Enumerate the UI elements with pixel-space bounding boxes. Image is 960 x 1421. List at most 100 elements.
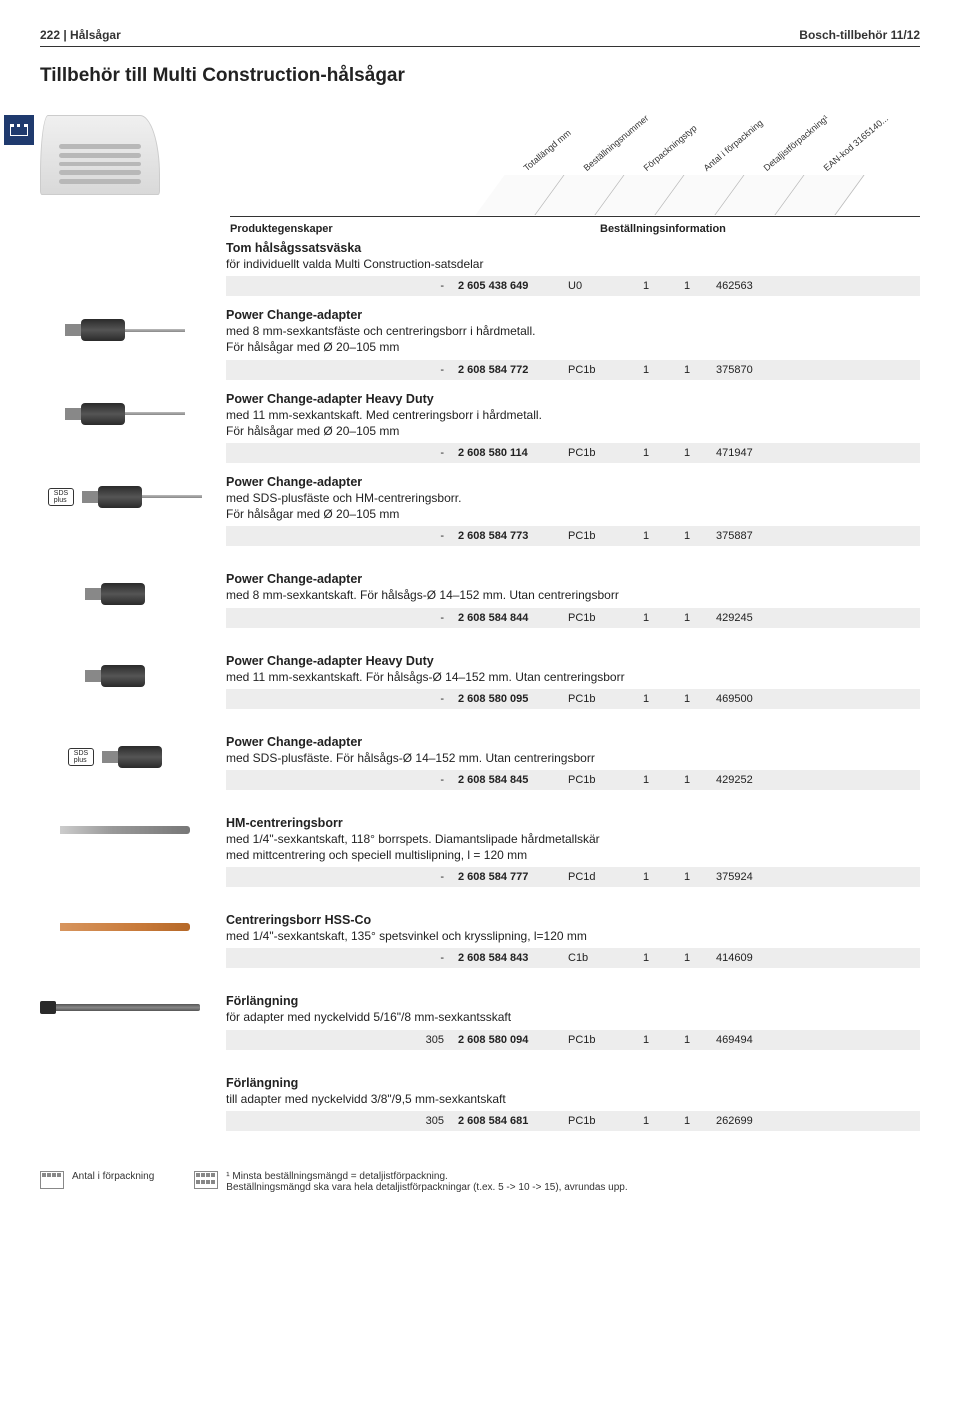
cell-qty: 1 bbox=[626, 1115, 666, 1127]
product-section: Tom hålsågssatsväskaför individuellt val… bbox=[40, 241, 920, 296]
cell-retail: 1 bbox=[666, 1034, 708, 1046]
header-left: 222 | Hålsågar bbox=[40, 28, 121, 42]
cell-ean: 375924 bbox=[708, 871, 788, 883]
cell-ean: 462563 bbox=[708, 280, 788, 292]
product-image bbox=[40, 816, 210, 887]
product-image bbox=[40, 1076, 210, 1131]
footer-left: Antal i förpackning bbox=[72, 1171, 154, 1182]
cell-retail: 1 bbox=[666, 871, 708, 883]
category-icon bbox=[4, 115, 34, 145]
page-title: Tillbehör till Multi Construction-hålsåg… bbox=[40, 65, 920, 87]
product-section: SDSplusPower Change-adaptermed SDS-plusf… bbox=[40, 475, 920, 546]
table-row: -2 608 584 773PC1b11375887 bbox=[226, 526, 920, 546]
cell-retail: 1 bbox=[666, 612, 708, 624]
cell-order-number: 2 608 584 845 bbox=[458, 774, 568, 786]
cell-order-number: 2 608 584 772 bbox=[458, 364, 568, 376]
cell-length: 305 bbox=[398, 1115, 458, 1127]
cell-qty: 1 bbox=[626, 871, 666, 883]
cell-order-number: 2 608 584 773 bbox=[458, 530, 568, 542]
page-footer: Antal i förpackning ¹ Minsta beställning… bbox=[40, 1161, 920, 1193]
product-image bbox=[40, 392, 210, 463]
table-row: 3052 608 584 681PC1b11262699 bbox=[226, 1111, 920, 1131]
label-product-props: Produktegenskaper bbox=[230, 223, 430, 235]
cell-order-number: 2 608 584 844 bbox=[458, 612, 568, 624]
label-order-info: Beställningsinformation bbox=[600, 223, 726, 235]
product-section: Centreringsborr HSS-Comed 1/4"-sexkantsk… bbox=[40, 913, 920, 968]
page-header: 222 | Hålsågar Bosch-tillbehör 11/12 bbox=[40, 28, 920, 47]
cell-order-number: 2 608 584 681 bbox=[458, 1115, 568, 1127]
cell-order-number: 2 605 438 649 bbox=[458, 280, 568, 292]
cell-qty: 1 bbox=[626, 952, 666, 964]
product-title: Förlängning bbox=[226, 1076, 920, 1090]
cell-ean: 469500 bbox=[708, 693, 788, 705]
cell-ean: 375870 bbox=[708, 364, 788, 376]
cell-pack-type: PC1b bbox=[568, 774, 626, 786]
sds-plus-icon: SDSplus bbox=[68, 748, 94, 766]
product-description: för adapter med nyckelvidd 5/16"/8 mm-se… bbox=[226, 1009, 920, 1025]
product-title: Power Change-adapter Heavy Duty bbox=[226, 392, 920, 406]
table-row: -2 608 584 772PC1b11375870 bbox=[226, 360, 920, 380]
product-description: med 11 mm-sexkantskaft. Med centreringsb… bbox=[226, 407, 920, 439]
cell-retail: 1 bbox=[666, 693, 708, 705]
cell-length: - bbox=[398, 871, 458, 883]
col-pack-type: Förpackningstyp bbox=[642, 123, 699, 173]
cell-retail: 1 bbox=[666, 952, 708, 964]
cell-pack-type: PC1d bbox=[568, 871, 626, 883]
cell-length: - bbox=[398, 364, 458, 376]
cell-pack-type: PC1b bbox=[568, 530, 626, 542]
product-section: Power Change-adapter Heavy Dutymed 11 mm… bbox=[40, 392, 920, 463]
product-section: HM-centreringsborrmed 1/4"-sexkantskaft,… bbox=[40, 816, 920, 887]
product-title: Power Change-adapter bbox=[226, 735, 920, 749]
table-row: -2 608 584 843C1b11414609 bbox=[226, 948, 920, 968]
cell-pack-type: PC1b bbox=[568, 612, 626, 624]
cell-length: 305 bbox=[398, 1034, 458, 1046]
table-row: -2 608 584 844PC1b11429245 bbox=[226, 608, 920, 628]
product-title: Centreringsborr HSS-Co bbox=[226, 913, 920, 927]
product-description: med 8 mm-sexkantskaft. För hålsågs-Ø 14–… bbox=[226, 587, 920, 603]
cell-order-number: 2 608 580 114 bbox=[458, 447, 568, 459]
footer-note-1: ¹ Minsta beställningsmängd = detaljistfö… bbox=[226, 1171, 627, 1182]
cell-qty: 1 bbox=[626, 612, 666, 624]
cell-qty: 1 bbox=[626, 447, 666, 459]
table-row: -2 608 580 114PC1b11471947 bbox=[226, 443, 920, 463]
product-section: Förlängningtill adapter med nyckelvidd 3… bbox=[40, 1076, 920, 1131]
cell-ean: 429252 bbox=[708, 774, 788, 786]
cell-ean: 375887 bbox=[708, 530, 788, 542]
cell-length: - bbox=[398, 952, 458, 964]
cell-pack-type: PC1b bbox=[568, 693, 626, 705]
table-row: -2 608 584 777PC1d11375924 bbox=[226, 867, 920, 887]
cell-qty: 1 bbox=[626, 280, 666, 292]
product-section: Power Change-adaptermed 8 mm-sexkantsfäs… bbox=[40, 308, 920, 379]
cell-retail: 1 bbox=[666, 447, 708, 459]
cell-qty: 1 bbox=[626, 530, 666, 542]
cell-length: - bbox=[398, 774, 458, 786]
cell-pack-type: PC1b bbox=[568, 447, 626, 459]
product-image: SDSplus bbox=[40, 735, 210, 790]
product-description: med 8 mm-sexkantsfäste och centreringsbo… bbox=[226, 323, 920, 355]
cell-length: - bbox=[398, 530, 458, 542]
product-description: till adapter med nyckelvidd 3/8"/9,5 mm-… bbox=[226, 1091, 920, 1107]
product-description: med SDS-plusfäste. För hålsågs-Ø 14–152 … bbox=[226, 750, 920, 766]
cell-pack-type: C1b bbox=[568, 952, 626, 964]
product-section: Power Change-adapter Heavy Dutymed 11 mm… bbox=[40, 654, 920, 709]
product-title: Power Change-adapter bbox=[226, 308, 920, 322]
cell-order-number: 2 608 584 843 bbox=[458, 952, 568, 964]
cell-length: - bbox=[398, 447, 458, 459]
cell-order-number: 2 608 584 777 bbox=[458, 871, 568, 883]
product-image bbox=[40, 308, 210, 379]
cell-qty: 1 bbox=[626, 774, 666, 786]
cell-retail: 1 bbox=[666, 1115, 708, 1127]
product-section: Power Change-adaptermed 8 mm-sexkantskaf… bbox=[40, 572, 920, 627]
product-image bbox=[40, 572, 210, 627]
product-title: Power Change-adapter bbox=[226, 475, 920, 489]
cell-pack-type: U0 bbox=[568, 280, 626, 292]
product-section: SDSplus Power Change-adaptermed SDS-plusf… bbox=[40, 735, 920, 790]
product-image: SDSplus bbox=[40, 475, 210, 546]
product-title: HM-centreringsborr bbox=[226, 816, 920, 830]
cell-retail: 1 bbox=[666, 774, 708, 786]
product-description: med 1/4"-sexkantskaft, 118° borrspets. D… bbox=[226, 831, 920, 863]
cell-length: - bbox=[398, 612, 458, 624]
cell-ean: 429245 bbox=[708, 612, 788, 624]
table-header: Totallängd mm Beställningsnummer Förpack… bbox=[40, 115, 920, 235]
sds-plus-icon: SDSplus bbox=[48, 488, 74, 506]
